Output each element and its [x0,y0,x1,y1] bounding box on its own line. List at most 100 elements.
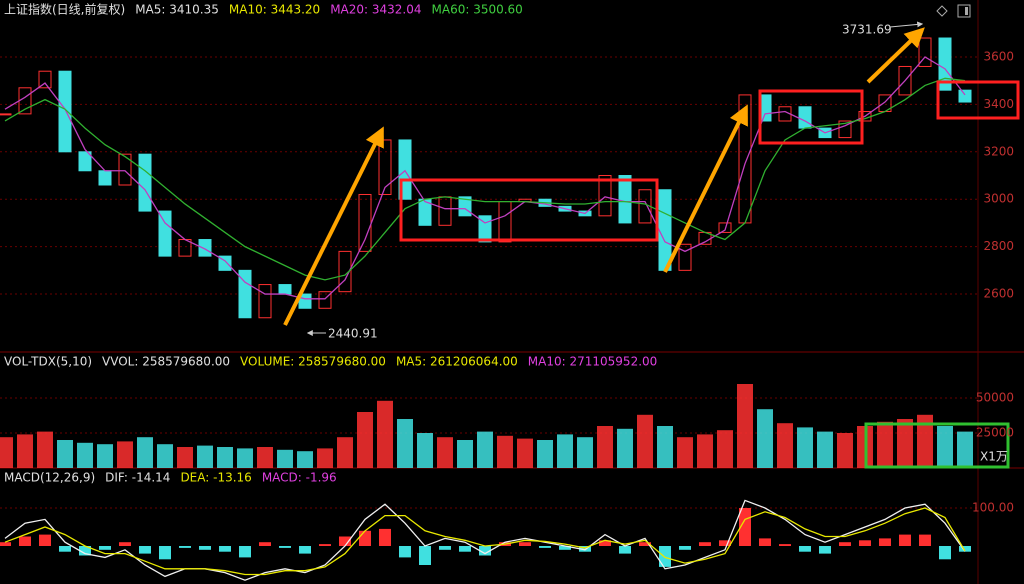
candle-body [378,139,392,195]
macd-bar [899,534,911,546]
volume-bar [717,430,733,468]
candle-body [78,151,92,172]
legend-text: DEA: -13.16 [180,471,251,485]
macd-bar [459,546,471,552]
y-tick-label: 100.00 [972,501,1014,515]
indicator-line [4,77,966,281]
candle-body [138,153,152,212]
volume-bar [117,441,133,468]
legend-text: MA5: 261206064.00 [396,355,518,369]
macd-bar [759,538,771,546]
volume-bar [657,426,673,468]
volume-bar [897,419,913,468]
volume-bar [737,384,753,468]
volume-bar [337,437,353,468]
volume-bar [177,447,193,468]
candle-body [158,210,172,257]
volume-bar [517,438,533,468]
macd-bar [839,542,851,546]
trend-arrow [283,126,384,326]
indicator-line [4,507,966,576]
y-tick-label: 25000 [976,426,1014,440]
y-tick-label: 2800 [983,239,1014,253]
volume-bar [317,448,333,468]
candle-body [678,243,692,271]
macd-bar [859,540,871,546]
candle-body [618,175,632,224]
volume-bar [917,414,933,468]
macd-bar [879,538,891,546]
candle-body [658,189,672,271]
macd-bar [599,540,611,546]
macd-bar [319,544,331,546]
volume-bar [217,447,233,468]
high-annotation: 3731.69 [842,23,892,37]
macd-bar [439,546,451,550]
macd-bar [559,546,571,550]
candle-body [718,222,732,233]
volume-bar [37,431,53,468]
macd-bar [479,546,491,556]
legend-text: MA5: 3410.35 [135,3,219,17]
candle-body [258,284,272,319]
macd-bar [739,508,751,546]
volume-bar [377,400,393,468]
macd-bar [539,546,551,548]
macd-bar [819,546,831,554]
candle-body [898,65,912,96]
volume-bar [197,445,213,468]
macd-bar [399,546,411,558]
candle-body [918,37,932,67]
volume-bar [297,451,313,468]
candle-body [118,153,132,186]
macd-bar [359,530,371,546]
macd-bar [119,542,131,546]
volume-bar [537,440,553,468]
volume-bar [477,431,493,468]
y-tick-label: 3200 [983,144,1014,158]
candle-body [958,89,972,103]
volume-bar [577,437,593,468]
indicator-line [4,499,966,581]
legend-text: VOLUME: 258579680.00 [240,355,386,369]
macd-bar [779,544,791,546]
volume-bar [237,448,253,468]
legend-text: MACD: -1.96 [262,471,337,485]
candle-body [58,70,72,153]
macd-bar [379,528,391,546]
macd-bar [99,546,111,550]
volume-bar [597,426,613,468]
volume-bar [797,427,813,468]
legend-text: DIF: -14.14 [105,471,170,485]
legend-text: VOL-TDX(5,10) [4,355,92,369]
macd-bar [679,546,691,550]
macd-bar [659,546,671,567]
y-tick-label: 2600 [983,287,1014,301]
candle-body [38,70,52,89]
volume-bar [0,437,13,468]
volume-bar [57,440,73,468]
candle-body [798,106,812,129]
candle-body [98,170,112,186]
macd-bar [799,546,811,552]
macd-bar [299,546,311,554]
volume-bar [677,437,693,468]
candle-body [18,87,32,115]
candle-body [278,284,292,295]
macd-bar [699,542,711,546]
annotation-arrow [889,21,924,28]
volume-bar [17,434,33,468]
candle-body [598,175,612,217]
icon[interactable] [936,5,948,17]
volume-bar [497,435,513,468]
y-tick-label: 3400 [983,97,1014,111]
macd-bar [19,536,31,546]
icon[interactable] [957,4,971,18]
volume-bar [837,433,853,468]
volume-bar [357,412,373,468]
plot-layer [0,37,978,581]
y-tick-label: 50000 [976,391,1014,405]
macd-bar [279,546,291,548]
y-tick-label: 3000 [983,192,1014,206]
